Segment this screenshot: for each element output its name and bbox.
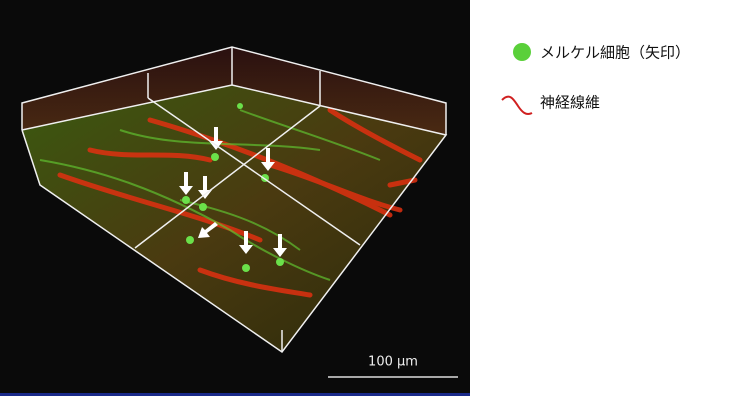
cell <box>199 203 207 211</box>
cell <box>211 153 219 161</box>
tissue-floor <box>22 85 446 352</box>
fiber <box>267 162 403 213</box>
legend-label: メルケル細胞（矢印） <box>540 44 690 62</box>
fiber <box>197 267 313 298</box>
fiber <box>87 147 213 163</box>
cell <box>276 258 284 266</box>
legend: メルケル細胞（矢印） 神経線維 <box>501 43 690 116</box>
bottom-border <box>0 393 470 396</box>
cell <box>242 264 250 272</box>
cell <box>182 196 190 204</box>
fiber <box>57 172 263 243</box>
grid-line <box>134 105 321 249</box>
legend-swatch <box>501 95 533 116</box>
nerve-fibers <box>57 107 423 298</box>
arrow <box>209 127 223 150</box>
fiber <box>327 107 423 163</box>
arrow <box>261 148 275 171</box>
grid-line <box>147 97 361 246</box>
strand <box>239 109 381 161</box>
box-floor <box>21 84 448 354</box>
fiber <box>147 117 393 218</box>
bounding-box <box>21 46 448 354</box>
arrow <box>198 222 218 238</box>
arrows <box>179 127 287 257</box>
back-walls <box>22 47 446 135</box>
arrow <box>273 234 287 257</box>
legend-swatch <box>513 43 531 61</box>
micrograph: 100 µm <box>0 0 470 396</box>
arrow <box>239 231 253 254</box>
arrow <box>198 176 212 199</box>
strand <box>39 159 331 281</box>
cell <box>186 236 194 244</box>
scale-bar-label: 100 µm <box>368 355 418 370</box>
arrow <box>179 172 193 195</box>
merkel-cells <box>182 103 284 272</box>
cell <box>237 103 243 109</box>
legend-label: 神経線維 <box>540 94 600 112</box>
